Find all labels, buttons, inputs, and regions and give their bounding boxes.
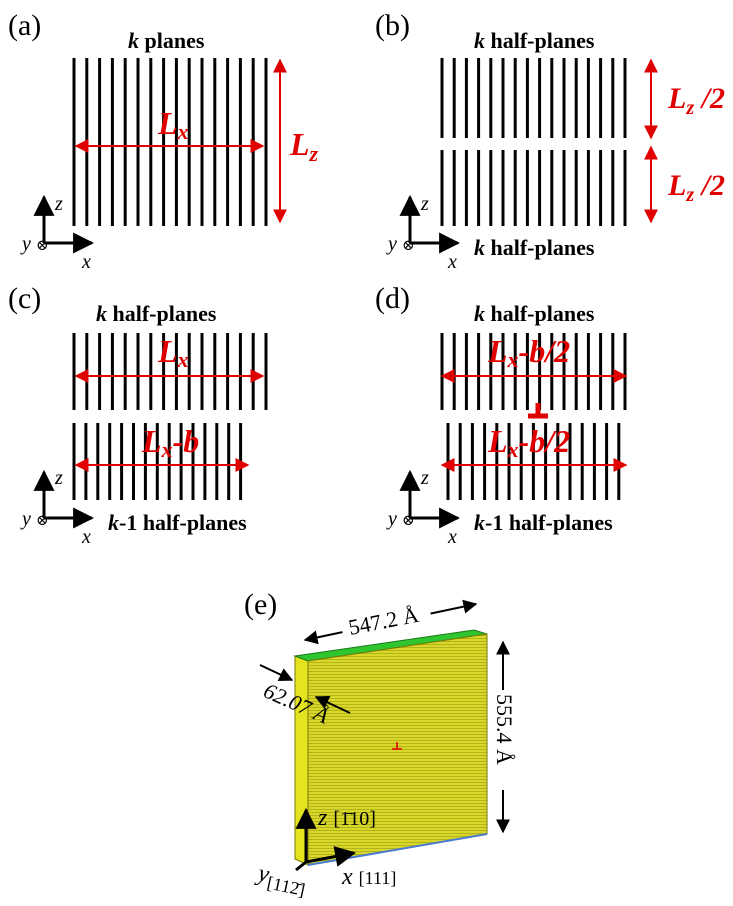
axes-d: z x y ⊗ [386,467,461,548]
panel-a: (a) k planes Lx Lz z x y ⊗ [8,9,319,273]
panel-b-top-title: k half-planes [474,28,595,53]
svg-text:y: y [386,508,397,530]
panel-d-label: (d) [375,282,410,315]
svg-text:z[1̄10]: z [1̄10] [317,805,376,831]
panel-e: (e) 547.2 Å 555.4 Å 62.07 Å z [1̄10] x [11 [244,588,517,900]
svg-text:⊗: ⊗ [402,513,415,529]
lxb2-label-bottom: Lx-b/2 [487,423,570,462]
panel-b-label: (b) [375,9,410,42]
panel-d-top-title: k half-planes [474,301,595,326]
panel-a-label: (a) [8,9,41,42]
svg-text:z: z [420,467,429,489]
panel-a-title: k planes [128,28,205,53]
planes-group-b [440,58,627,226]
svg-text:x: x [81,251,91,273]
lz-half-label-bottom: Lz /2 [667,169,725,206]
svg-text:x[111]: x [111] [341,864,396,890]
svg-text:x: x [81,526,91,548]
lx-label-a: Lx [157,105,189,144]
svg-text:x: x [447,526,457,548]
lxb-label-c: Lx-b [141,423,199,462]
axes-c: z x y ⊗ [20,467,95,548]
depth-arrow-right [314,696,351,714]
axes-b: z x y ⊗ [386,193,461,273]
svg-text:y: y [386,233,397,255]
panel-b: (b) k half-planes k half-planes Lz /2 Lz… [375,9,725,273]
panel-c-top-title: k half-planes [96,301,217,326]
panel-d: (d) k half-planes k-1 half-planes Lx-b/2… [375,282,628,548]
svg-text:x: x [447,251,457,273]
svg-text:y: y [20,508,31,530]
svg-text:⊗: ⊗ [36,238,49,254]
panel-e-label: (e) [244,588,277,621]
panel-c: (c) k half-planes k-1 half-planes Lx Lx-… [8,282,268,548]
lxb2-label-top: Lx-b/2 [487,333,570,372]
panel-d-bottom-title: k-1 half-planes [474,510,613,535]
panel-c-label: (c) [8,282,41,315]
svg-text:z: z [54,193,63,215]
svg-text:z: z [54,467,63,489]
panel-c-bottom-title: k-1 half-planes [108,510,247,535]
svg-text:⊗: ⊗ [402,238,415,254]
depth-arrow-left [259,664,294,681]
axes-a: z x y ⊗ [20,193,95,273]
dislocation-symbol-d [528,403,548,419]
height-label: 555.4 Å [492,694,517,765]
dislocation-symbol-e [392,742,402,750]
planes-group-a [72,58,268,226]
svg-text:⊗: ⊗ [36,513,49,529]
lx-label-c: Lx [157,333,189,372]
svg-text:z: z [420,193,429,215]
panel-b-bottom-title: k half-planes [474,235,595,260]
lz-label-a: Lz [289,126,319,166]
svg-text:y: y [20,233,31,255]
lz-half-label-top: Lz /2 [667,82,725,119]
